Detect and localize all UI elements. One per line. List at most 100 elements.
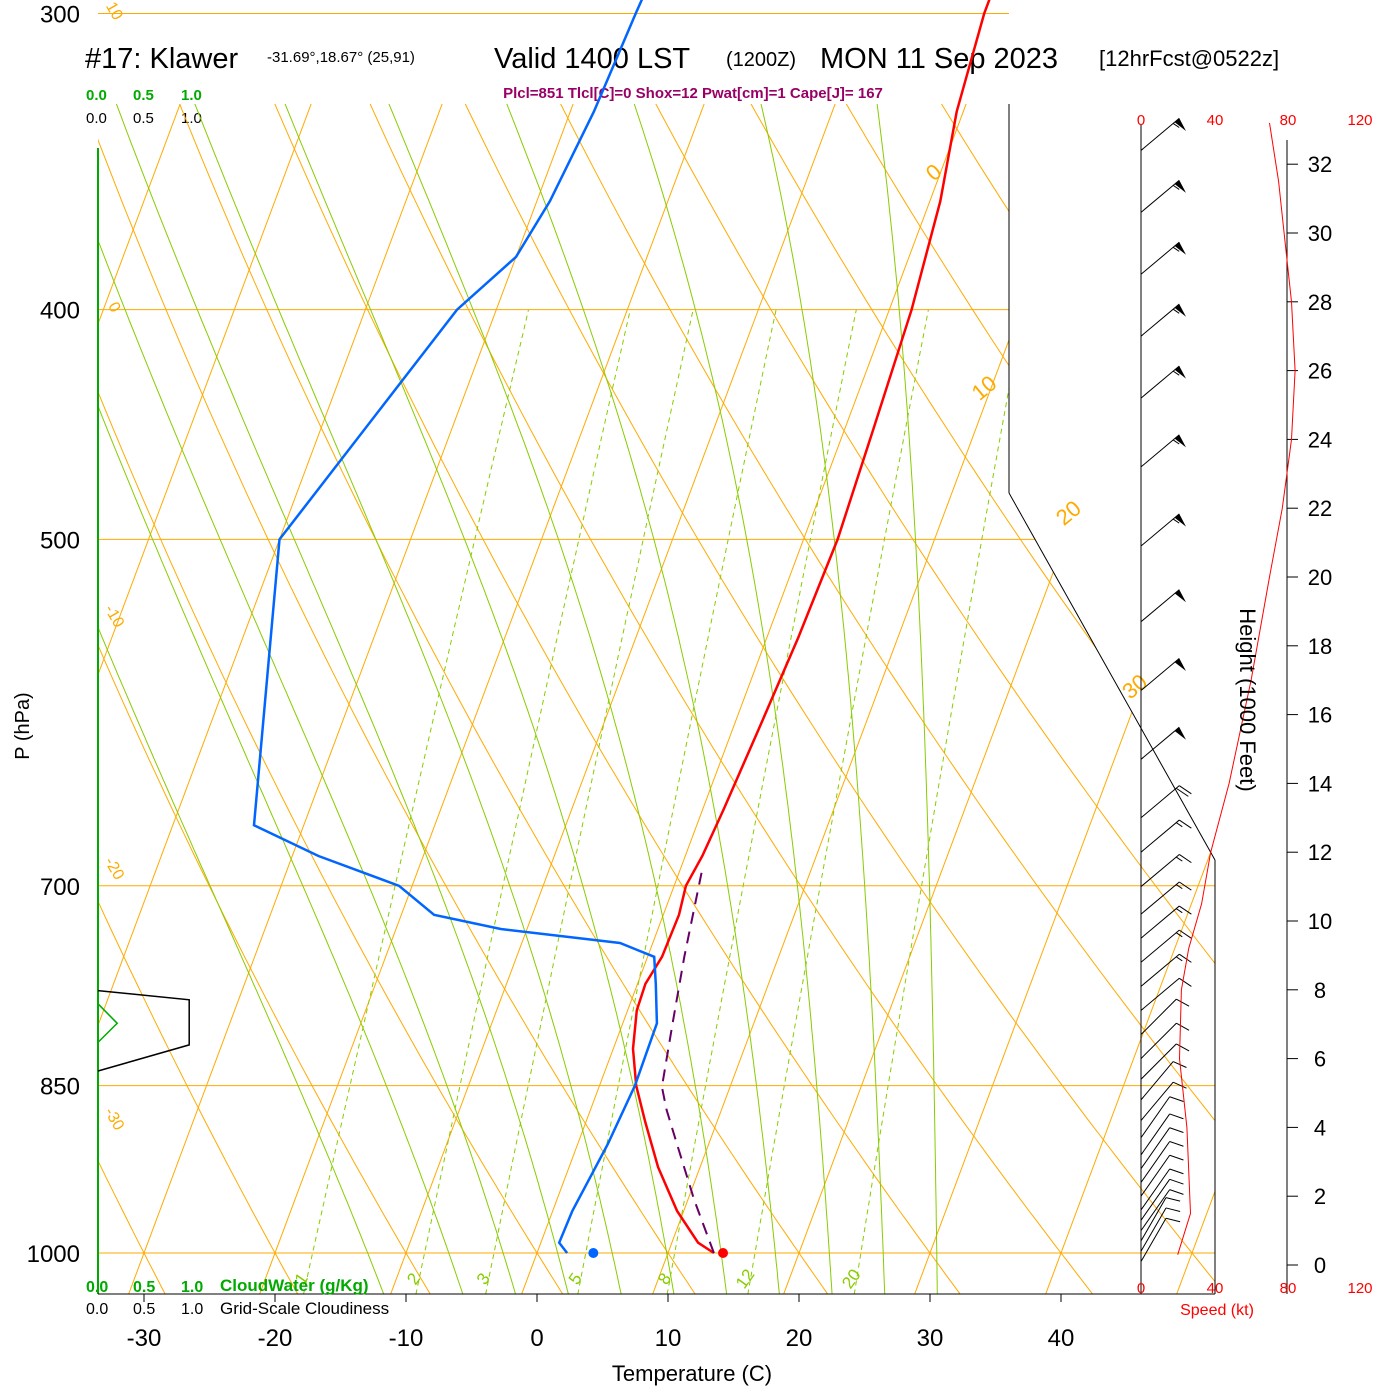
wind-barb-staff: [1140, 1141, 1171, 1183]
speed-bottom-tick-2: 80: [1280, 1280, 1297, 1297]
wind-barb: [1140, 1197, 1181, 1242]
temperature-tick-label: -20: [258, 1325, 293, 1352]
pressure-tick-label: 1000: [27, 1241, 80, 1268]
cloudiness-top-tick-1: 0.5: [133, 110, 154, 127]
wind-barb-staff: [1140, 365, 1180, 399]
isotherm-line: [124, 104, 678, 1294]
wind-barb-staff: [1140, 303, 1180, 337]
isotherm-line: [0, 0, 22, 1303]
moist-adiabat-line: [98, 104, 624, 1294]
wind-barb-feather: [1169, 1189, 1184, 1195]
cloudwater-top-tick-1: 0.5: [133, 87, 154, 104]
speed-top-tick-1: 40: [1207, 112, 1224, 129]
pressure-tick-label: 850: [40, 1074, 80, 1101]
cloudwater-bottom-tick-1: 0.5: [133, 1279, 155, 1296]
dewpoint-profile-line: [252, 0, 659, 1254]
height-tick-label: 6: [1314, 1047, 1326, 1072]
wind-barb-staff: [1140, 434, 1180, 468]
wind-barb-feather: [1172, 1081, 1187, 1089]
height-axis-title: Height (1000 Feet): [1235, 608, 1260, 791]
cloudiness-top-tick-2: 1.0: [181, 110, 202, 127]
speed-profile: [1177, 122, 1296, 1255]
wind-barb-staff: [1140, 1168, 1171, 1211]
wind-barb: [1140, 1141, 1184, 1183]
wind-barb-flag: [1174, 434, 1186, 448]
wind-barb: [1140, 785, 1192, 819]
mixing-ratio-line: [575, 309, 777, 1294]
moist-adiabat-line: [98, 104, 519, 1294]
height-tick-label: 20: [1308, 565, 1332, 590]
cloudiness-bottom-tick-0: 0.0: [86, 1301, 108, 1318]
pressure-axis: 2503004005007008501000: [27, 2, 80, 1268]
height-tick-label: 22: [1308, 496, 1332, 521]
wind-barb: [1140, 1043, 1190, 1080]
speed-top-tick-2: 80: [1280, 112, 1297, 129]
wind-barb-staff: [1140, 905, 1180, 939]
height-tick-label: 16: [1308, 703, 1332, 728]
wind-barb-flag: [1174, 658, 1186, 671]
wind-barb-half-feather: [1172, 184, 1180, 190]
temperature-tick-label: 40: [1048, 1325, 1075, 1352]
cloudwater-top-tick-0: 0.0: [86, 87, 107, 104]
isotherm-label: -30: [101, 1105, 127, 1134]
height-tick-label: 2: [1314, 1184, 1326, 1209]
pressure-tick-label: 700: [40, 874, 80, 901]
wind-barb: [1140, 434, 1186, 468]
wind-barb-half-feather: [1175, 932, 1183, 938]
isotherm-label: 20: [1051, 495, 1086, 530]
wind-barb-half-feather: [1172, 439, 1180, 445]
wind-barb: [1140, 726, 1186, 760]
cloudwater-bottom-tick-0: 0.0: [86, 1279, 108, 1296]
isotherm-line: [517, 104, 1071, 1294]
speed-top-tick-3: 120: [1347, 112, 1372, 129]
wind-barb: [1140, 117, 1186, 151]
mixing-ratio-line: [413, 309, 631, 1294]
wind-barb-staff: [1140, 1081, 1174, 1121]
moist-adiabat-line: [394, 104, 781, 1294]
wind-barb-staff: [1140, 929, 1180, 963]
temperature-tick-label: 30: [917, 1325, 944, 1352]
wind-barb: [1140, 1081, 1187, 1121]
dry-adiabat-line: [1133, 104, 1215, 1294]
height-tick-label: 30: [1308, 221, 1332, 246]
wind-barb-staff: [1140, 1061, 1174, 1101]
sounding-profiles: [252, 0, 991, 1258]
wind-barb: [1140, 513, 1186, 547]
isotherm-label: 10: [967, 370, 1002, 405]
dry-adiabat-line: [98, 104, 171, 1294]
wind-barb: [1140, 1217, 1181, 1262]
wind-barb-half-feather: [1172, 308, 1180, 314]
wind-barb-feather: [1165, 1217, 1181, 1223]
height-tick-label: 18: [1308, 634, 1332, 659]
wind-barb: [1140, 303, 1186, 337]
wind-barb-feather: [1169, 1154, 1184, 1161]
wind-barb-feather: [1179, 785, 1192, 795]
wind-barb-staff: [1140, 1189, 1171, 1231]
wind-barb-staff: [1140, 179, 1180, 213]
wind-barb-staff: [1140, 1207, 1167, 1252]
wind-barb: [1140, 953, 1192, 987]
cloudwater-profile-line: [97, 1003, 119, 1043]
wind-barb: [1140, 1127, 1184, 1169]
wind-barb-flag: [1174, 180, 1186, 193]
dry-adiabat-line: [692, 104, 1215, 1294]
wind-barb-flag: [1174, 589, 1186, 603]
wind-barb-feather: [1169, 1096, 1184, 1102]
wind-barb-flag: [1174, 304, 1186, 317]
wind-barb: [1140, 929, 1192, 963]
isotherm-line: [255, 104, 809, 1294]
isotherm-label: 0: [921, 159, 946, 186]
wind-barb-flag: [1174, 118, 1186, 131]
wind-barb-flag: [1174, 242, 1186, 255]
moist-adiabat-line: [276, 104, 729, 1294]
height-tick-label: 26: [1308, 359, 1332, 384]
wind-barb-feather: [1179, 881, 1192, 891]
cloud-profiles: [97, 989, 190, 1072]
wind-barb-staff: [1140, 1197, 1167, 1242]
wind-barb: [1140, 1168, 1184, 1211]
speed-top-tick-0: 0: [1137, 112, 1145, 129]
wind-barb-flag: [1174, 513, 1186, 527]
wind-barb-feather: [1179, 977, 1192, 987]
